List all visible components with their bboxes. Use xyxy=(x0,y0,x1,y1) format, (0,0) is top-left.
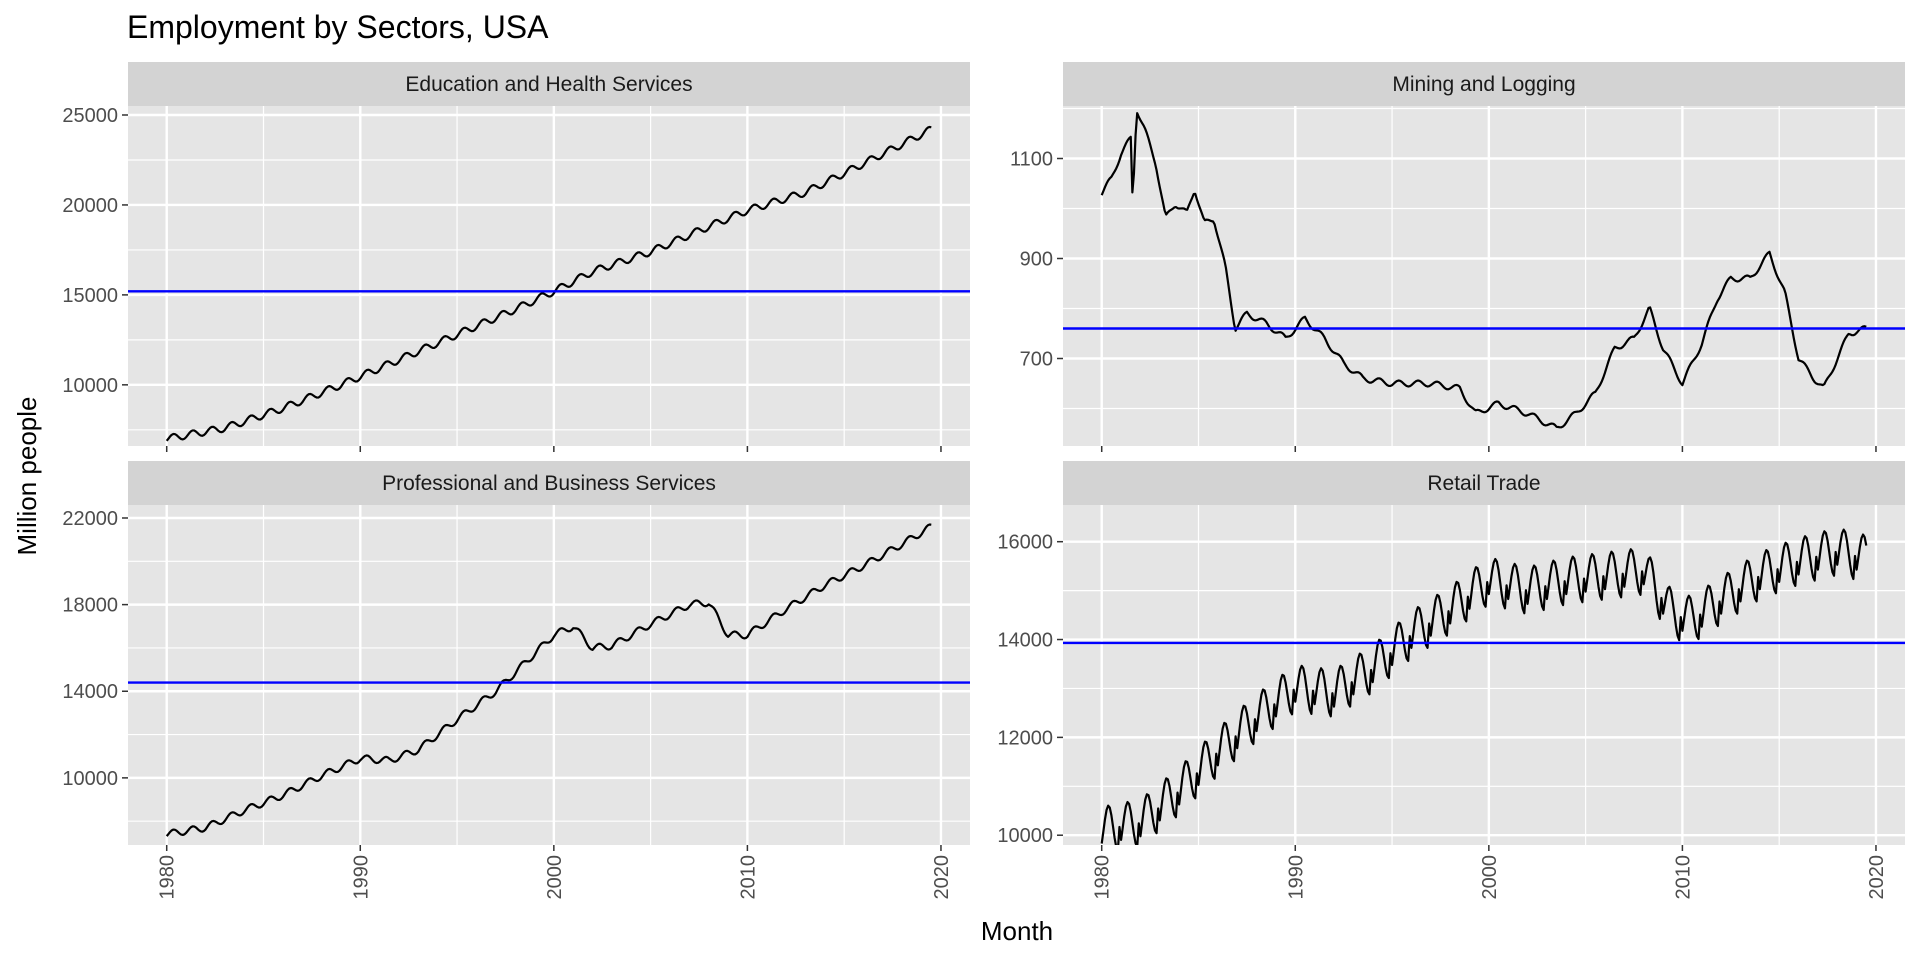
x-tick-label: 1980 xyxy=(1092,855,1114,900)
panel-1: Education and Health Services 10000 15000 2… xyxy=(62,62,970,452)
x-tick-label: 2020 xyxy=(931,855,953,900)
y-tick-label: 15000 xyxy=(62,285,118,307)
y-tick-label: 10000 xyxy=(62,375,118,397)
x-tick-label: 2000 xyxy=(544,855,566,900)
y-tick-label: 18000 xyxy=(62,595,118,617)
y-axis-title: Million people xyxy=(12,397,42,556)
y-tick-label: 1100 xyxy=(1010,149,1053,171)
facet-strip-label: Education and Health Services xyxy=(405,73,692,96)
x-tick-label: 1990 xyxy=(350,855,372,900)
y-tick-label: 16000 xyxy=(997,532,1053,554)
panel-2: Mining and Logging 700 900 1100 xyxy=(1010,62,1905,452)
facet-strip-label: Retail Trade xyxy=(1427,472,1540,495)
y-tick-label: 14000 xyxy=(62,681,118,703)
x-tick-label: 1990 xyxy=(1285,855,1307,900)
facet-strip-label: Professional and Business Services xyxy=(382,472,716,495)
y-tick-label: 10000 xyxy=(997,825,1053,847)
panels-layer: Education and Health Services 10000 15000 2… xyxy=(62,62,1905,900)
panel-4: Retail Trade 10000 12000 14000 16000 1980 1990… xyxy=(997,461,1905,900)
panel-3: Professional and Business Services 10000 1… xyxy=(62,461,970,900)
facet-strip-label: Mining and Logging xyxy=(1392,73,1575,96)
x-tick-label: 1980 xyxy=(157,855,179,900)
y-tick-label: 12000 xyxy=(997,727,1053,749)
x-tick-label: 2020 xyxy=(1866,855,1888,900)
y-tick-label: 14000 xyxy=(997,630,1053,652)
x-tick-label: 2000 xyxy=(1479,855,1501,900)
y-tick-label: 22000 xyxy=(62,508,118,530)
x-tick-label: 2010 xyxy=(1672,855,1694,900)
x-tick-label: 2010 xyxy=(737,855,759,900)
y-tick-label: 900 xyxy=(1020,249,1053,271)
y-tick-label: 25000 xyxy=(62,105,118,127)
y-tick-label: 700 xyxy=(1020,349,1053,371)
y-tick-label: 20000 xyxy=(62,195,118,217)
chart-title: Employment by Sectors, USA xyxy=(127,9,549,45)
y-tick-label: 10000 xyxy=(62,768,118,790)
x-axis-title: Month xyxy=(981,916,1053,946)
